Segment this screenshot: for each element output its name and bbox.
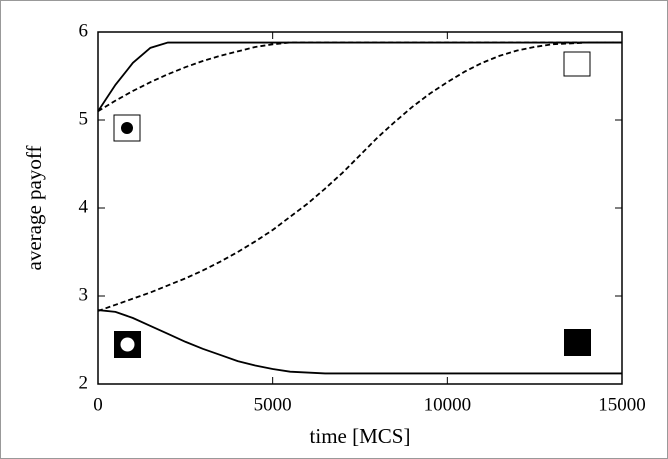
- x-axis-label: time [MCS]: [310, 424, 411, 448]
- y-tick-label: 2: [79, 372, 89, 393]
- series-line: [97, 309, 622, 375]
- icon-black-square: [564, 329, 591, 356]
- x-tick-label: 15000: [598, 394, 646, 415]
- x-tick-label: 10000: [424, 394, 472, 415]
- y-axis-label: average payoff: [22, 146, 46, 271]
- x-tick-label: 5000: [254, 394, 292, 415]
- x-tick-label: 0: [93, 394, 103, 415]
- icon-white-dot: [120, 337, 135, 352]
- y-tick-label: 6: [79, 20, 89, 41]
- y-tick-label: 5: [79, 108, 89, 129]
- y-tick-label: 3: [79, 284, 89, 305]
- series-line: [97, 41, 622, 312]
- icon-open-square: [563, 51, 591, 77]
- series-line: [97, 41, 622, 112]
- y-tick-label: 4: [79, 196, 89, 217]
- icon-dot: [121, 122, 133, 134]
